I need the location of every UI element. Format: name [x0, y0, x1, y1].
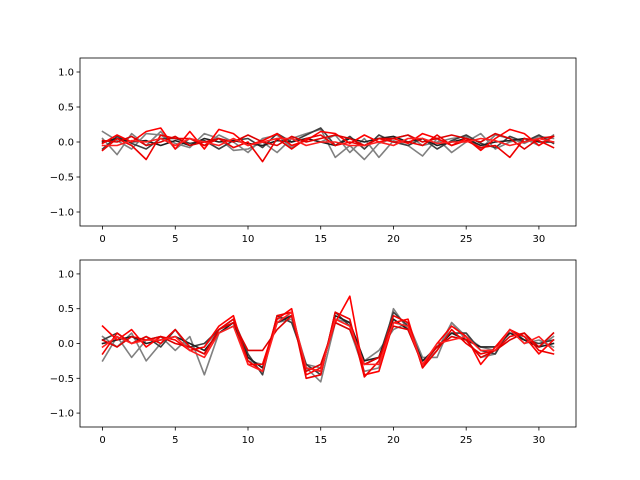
y-tick-label: 0.5 — [58, 103, 74, 114]
x-tick-label: 15 — [314, 435, 327, 446]
y-tick-label: 1.0 — [58, 269, 74, 280]
top-line-chart: 0 5 10 15 20 25 30 −1.0 −0.5 0.0 0.5 1.0 — [50, 57, 577, 245]
x-tick-label: 15 — [314, 234, 327, 245]
x-tick-label: 10 — [242, 234, 255, 245]
x-tick-label: 10 — [242, 435, 255, 446]
series-line-3 — [101, 135, 555, 147]
series-group — [101, 127, 555, 163]
y-tick-label: 0.0 — [58, 138, 74, 149]
y-tick-label: 0.0 — [58, 339, 74, 350]
x-tick-label: 30 — [533, 234, 546, 245]
y-tick-label: 0.5 — [58, 304, 74, 315]
x-tick-label: 25 — [460, 234, 473, 245]
y-tick-label: −1.0 — [50, 409, 74, 420]
x-tick-label: 20 — [387, 234, 400, 245]
x-tick-label: 25 — [460, 435, 473, 446]
x-tick-label: 5 — [172, 234, 178, 245]
series-line-7 — [101, 311, 555, 373]
y-tick-label: −0.5 — [50, 374, 74, 385]
series-line-7 — [101, 137, 555, 147]
y-tick-label: 1.0 — [58, 68, 74, 79]
y-tick-label: −0.5 — [50, 173, 74, 184]
y-tick-label: −1.0 — [50, 208, 74, 219]
x-tick-label: 0 — [99, 435, 105, 446]
x-tick-label: 30 — [533, 435, 546, 446]
x-tick-label: 5 — [172, 435, 178, 446]
x-tick-label: 0 — [99, 234, 105, 245]
series-line-4 — [101, 127, 555, 152]
bottom-line-chart: 0 5 10 15 20 25 30 −1.0 −0.5 0.0 0.5 1.0 — [50, 259, 577, 446]
series-group — [101, 295, 555, 383]
series-line-6 — [101, 132, 555, 150]
x-tick-label: 20 — [387, 435, 400, 446]
